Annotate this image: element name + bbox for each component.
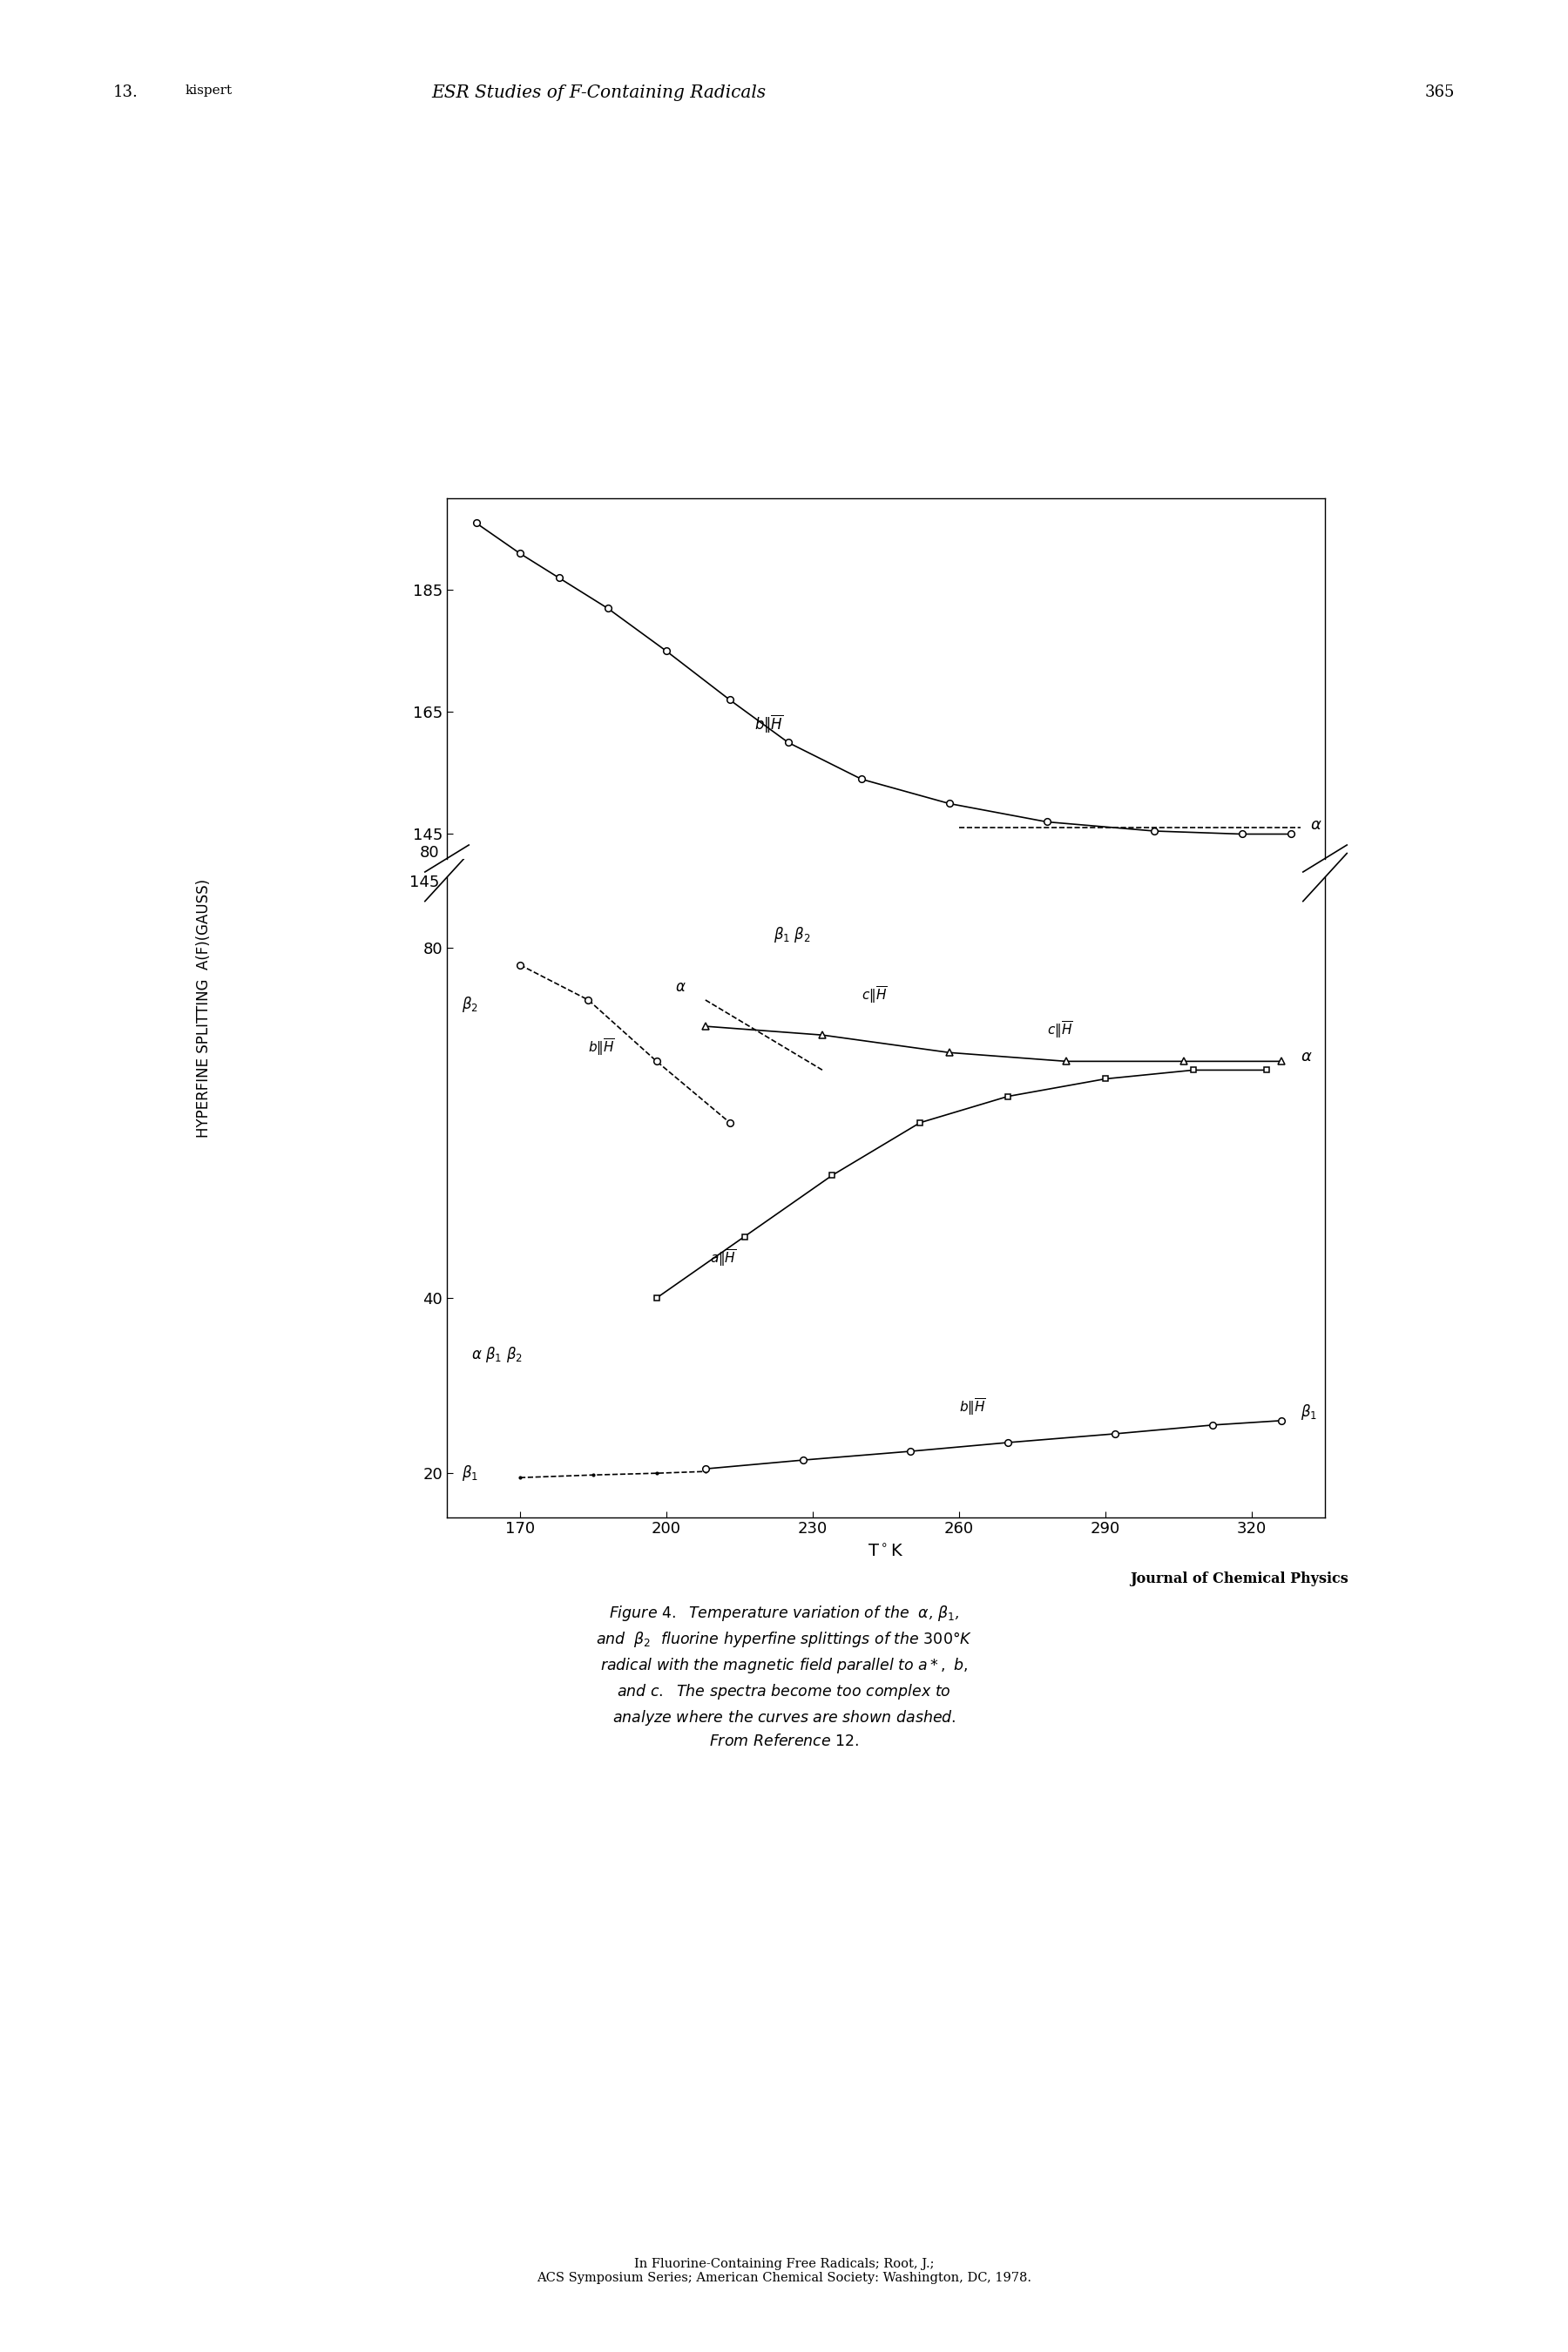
Text: kispert: kispert bbox=[185, 85, 232, 96]
Text: In Fluorine-Containing Free Radicals; Root, J.;
ACS Symposium Series; American C: In Fluorine-Containing Free Radicals; Ro… bbox=[536, 2258, 1032, 2284]
Text: $\beta_1$: $\beta_1$ bbox=[461, 1463, 478, 1482]
Text: $\beta_1\ \beta_2$: $\beta_1\ \beta_2$ bbox=[773, 924, 811, 943]
Text: $\alpha$: $\alpha$ bbox=[1311, 816, 1322, 833]
Text: 80: 80 bbox=[419, 844, 439, 861]
Text: $\alpha$: $\alpha$ bbox=[1300, 1049, 1312, 1065]
Text: c$\|\overline{H}$: c$\|\overline{H}$ bbox=[861, 985, 887, 1004]
Text: $\beta_1$: $\beta_1$ bbox=[1300, 1402, 1317, 1421]
Text: b$\|\overline{H}$: b$\|\overline{H}$ bbox=[588, 1037, 615, 1058]
Text: $\it{Figure\ 4.}$  $\it{Temperature\ variation\ of\ the}$  $\alpha$, $\beta_1$,
: $\it{Figure\ 4.}$ $\it{Temperature\ vari… bbox=[596, 1604, 972, 1750]
Text: 13.: 13. bbox=[113, 85, 138, 101]
Text: $\alpha\ \beta_1\ \beta_2$: $\alpha\ \beta_1\ \beta_2$ bbox=[472, 1345, 522, 1364]
Text: c$\|\overline{H}$: c$\|\overline{H}$ bbox=[1047, 1018, 1073, 1040]
Text: 365: 365 bbox=[1425, 85, 1455, 101]
Text: $\alpha$: $\alpha$ bbox=[674, 978, 685, 995]
Text: 145: 145 bbox=[409, 875, 439, 891]
Text: b$\|\overline{H}$: b$\|\overline{H}$ bbox=[754, 713, 784, 736]
X-axis label: T$^\circ$K: T$^\circ$K bbox=[867, 1545, 905, 1562]
Text: ESR Studies of F-Containing Radicals: ESR Studies of F-Containing Radicals bbox=[431, 85, 765, 101]
Text: Journal of Chemical Physics: Journal of Chemical Physics bbox=[1131, 1571, 1348, 1585]
Text: $\beta_2$: $\beta_2$ bbox=[461, 995, 478, 1014]
Text: a$\|\overline{H}$: a$\|\overline{H}$ bbox=[710, 1247, 737, 1268]
Text: b$\|\overline{H}$: b$\|\overline{H}$ bbox=[960, 1397, 986, 1418]
Text: HYPERFINE SPLITTING  A(F)(GAUSS): HYPERFINE SPLITTING A(F)(GAUSS) bbox=[196, 877, 212, 1138]
